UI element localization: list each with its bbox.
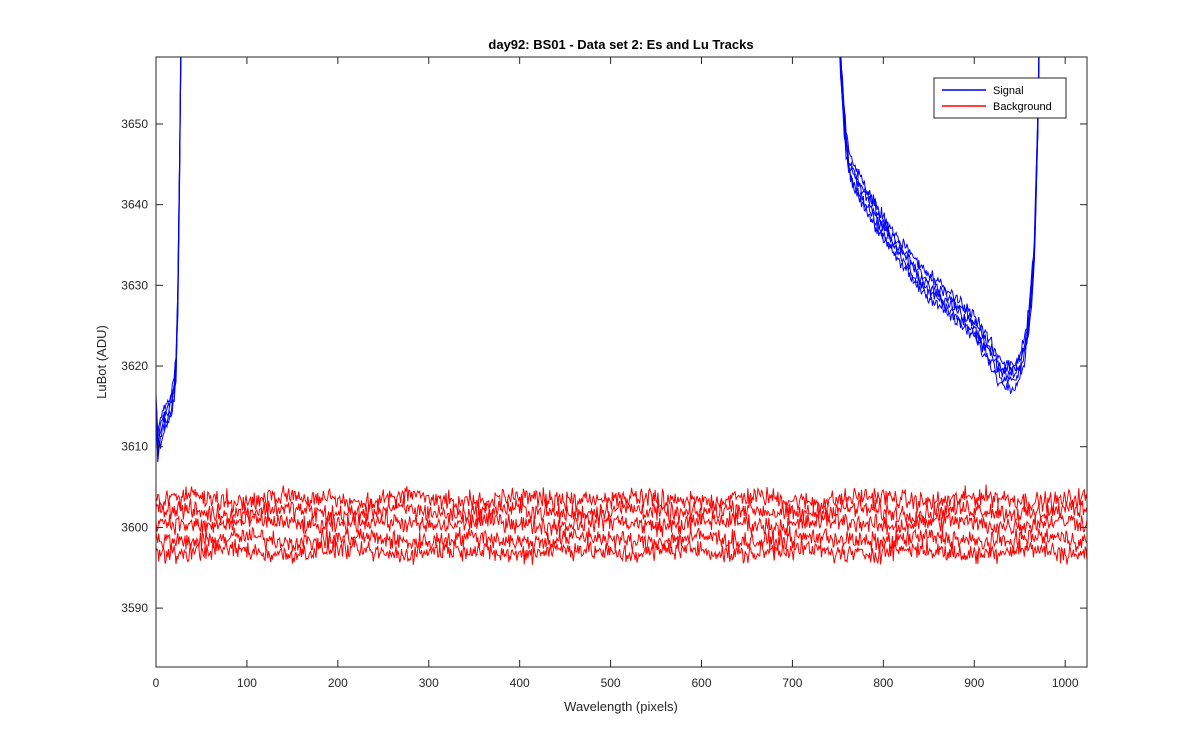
background-series-line: [156, 496, 1087, 526]
x-tick-label: 300: [419, 676, 439, 690]
background-series-line: [156, 508, 1087, 538]
background-series-line: [156, 526, 1087, 556]
signal-series-line: [840, 57, 1040, 369]
axis-ticks: 0 100 200 300 400 500 600 700 800 900 1000 3590 3600…: [121, 57, 1087, 690]
signal-series-line: [156, 57, 182, 437]
y-tick-label: 3640: [121, 198, 148, 212]
legend-box: [933, 77, 1067, 119]
x-tick-label: 200: [328, 676, 348, 690]
plot-area-frame: [155, 56, 1088, 668]
y-axis-label: LuBot (ADU): [94, 325, 109, 399]
x-tick-label: 100: [237, 676, 257, 690]
y-tick-label: 3590: [121, 601, 148, 615]
signal-series-line: [156, 57, 182, 447]
y-tick-label: 3620: [121, 359, 148, 373]
background-series-line: [156, 484, 1087, 515]
y-tick-label: 3630: [121, 278, 148, 292]
x-tick-label: 400: [510, 676, 530, 690]
legend-label-background: Background: [993, 101, 1052, 113]
y-tick-label: 3650: [121, 117, 148, 131]
chart-title: day92: BS01 - Data set 2: Es and Lu Trac…: [488, 37, 753, 52]
x-tick-label: 800: [873, 676, 893, 690]
x-axis-label: Wavelength (pixels): [564, 699, 678, 714]
legend-label-signal: Signal: [993, 85, 1024, 97]
signal-series-line: [156, 57, 182, 448]
legend: Signal Background: [933, 77, 1067, 119]
x-tick-label: 1000: [1052, 676, 1079, 690]
signal-series-line: [839, 57, 1040, 395]
signal-series-line: [156, 57, 182, 458]
x-tick-label: 700: [782, 676, 802, 690]
signal-series-line: [839, 57, 1040, 380]
series-layer: [156, 57, 1087, 565]
y-tick-label: 3600: [121, 520, 148, 534]
signal-series-line: [840, 57, 1040, 373]
x-tick-label: 600: [691, 676, 711, 690]
signal-series-line: [156, 57, 182, 463]
background-series-line: [156, 534, 1087, 565]
x-tick-label: 0: [153, 676, 160, 690]
x-tick-label: 900: [964, 676, 984, 690]
y-tick-label: 3610: [121, 440, 148, 454]
x-tick-label: 500: [601, 676, 621, 690]
